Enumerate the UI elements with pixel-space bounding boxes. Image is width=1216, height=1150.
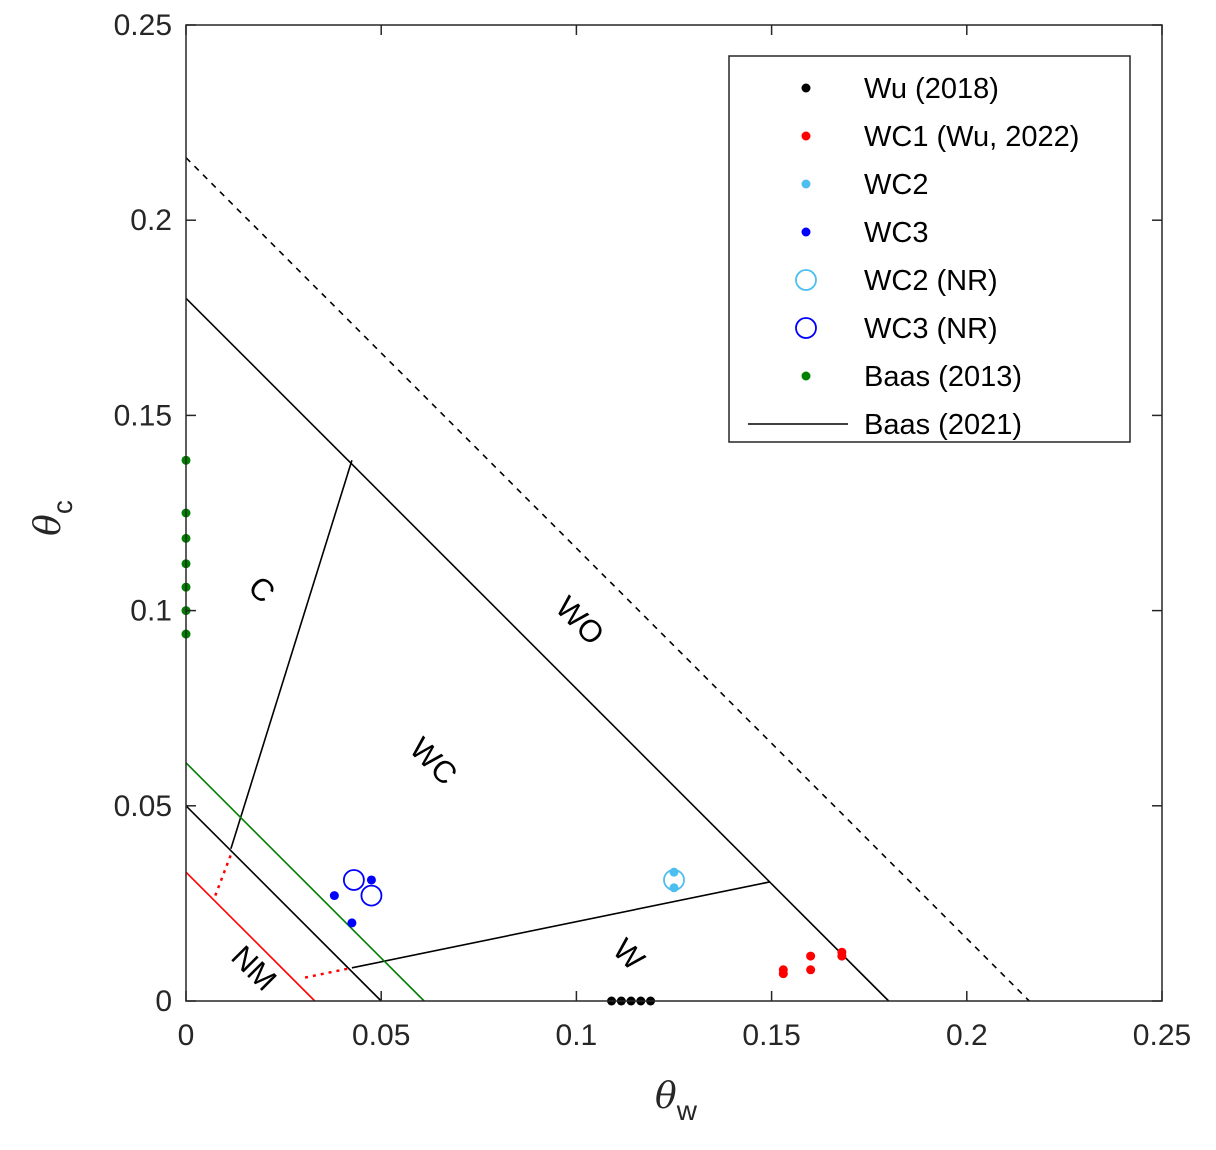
x-axis-label: θw: [655, 1076, 698, 1126]
x-tick-label-0: 0: [178, 1019, 195, 1052]
legend-label-4: WC2 (NR): [864, 265, 998, 297]
legend-marker-4: [795, 269, 817, 291]
point-series-5-1: [360, 884, 383, 907]
point-series-3-1: [366, 875, 376, 885]
point-series-5-0: [342, 869, 365, 891]
legend-label-1: WC1 (Wu, 2022): [864, 121, 1079, 153]
y-tick-label-1: 0.05: [114, 790, 172, 823]
axis-ticks: 0 0.05 0.1 0.15 0.2 0.25 0 0.05 0.1 0.15 0.2 0.25: [114, 9, 1192, 1052]
x-tick-label-4: 0.2: [946, 1019, 988, 1052]
line-0-segment-3: [351, 881, 770, 969]
y-tick-label-5: 0.25: [114, 9, 172, 42]
legend-marker-3: [801, 227, 811, 237]
legend-marker-1: [801, 131, 811, 141]
region-boundary-lines: [185, 157, 1030, 1002]
point-series-1-5: [837, 951, 847, 961]
legend-label-2: WC2: [864, 169, 928, 201]
line-0-segment-1: [185, 805, 382, 1002]
point-series-2-1: [669, 883, 679, 893]
legend-marker-6: [801, 371, 811, 381]
x-axis-subscript: w: [676, 1095, 698, 1126]
x-tick-label-3: 0.15: [742, 1019, 800, 1052]
svg-text:θc: θc: [28, 500, 78, 536]
legend-label-3: WC3: [864, 217, 928, 249]
y-tick-label-0: 0: [155, 985, 172, 1018]
legend: Wu (2018) WC1 (Wu, 2022) WC2 WC3 WC2 (NR) WC3…: [728, 55, 1131, 443]
legend-box: [728, 55, 1131, 443]
x-tick-label-5: 0.25: [1133, 1019, 1191, 1052]
legend-label-6: Baas (2013): [864, 361, 1022, 393]
point-series-3-0: [329, 891, 339, 901]
x-tick-label-1: 0.05: [352, 1019, 410, 1052]
legend-marker-2: [801, 179, 811, 189]
point-series-1-3: [806, 965, 816, 975]
point-series-4-0: [663, 869, 685, 891]
legend-marker-0: [801, 83, 811, 93]
x-axis-symbol: θ: [655, 1076, 677, 1117]
y-tick-label-2: 0.1: [130, 595, 172, 628]
y-tick-label-4: 0.2: [130, 204, 172, 237]
line-0-segment-2: [230, 460, 353, 849]
line-3-segment-0: [185, 871, 316, 1002]
y-tick-label-3: 0.15: [114, 399, 172, 432]
legend-label-5: WC3 (NR): [864, 313, 998, 345]
point-series-3-2: [347, 918, 357, 928]
data-points: [181, 455, 847, 1006]
legend-label-7: Baas (2021): [864, 409, 1022, 441]
y-axis-label: θc: [28, 500, 78, 536]
line-0-segment-0: [185, 297, 890, 1002]
point-series-1-1: [778, 969, 788, 979]
point-series-1-2: [806, 951, 816, 961]
x-tick-label-2: 0.1: [556, 1019, 598, 1052]
legend-label-0: Wu (2018): [864, 73, 999, 105]
y-axis-symbol: θ: [28, 514, 69, 536]
legend-marker-5: [795, 317, 817, 339]
line-2-segment-0: [185, 762, 425, 1002]
point-series-2-0: [669, 867, 679, 877]
plot-frame: [185, 24, 1163, 1002]
y-axis-subscript: c: [47, 500, 78, 514]
